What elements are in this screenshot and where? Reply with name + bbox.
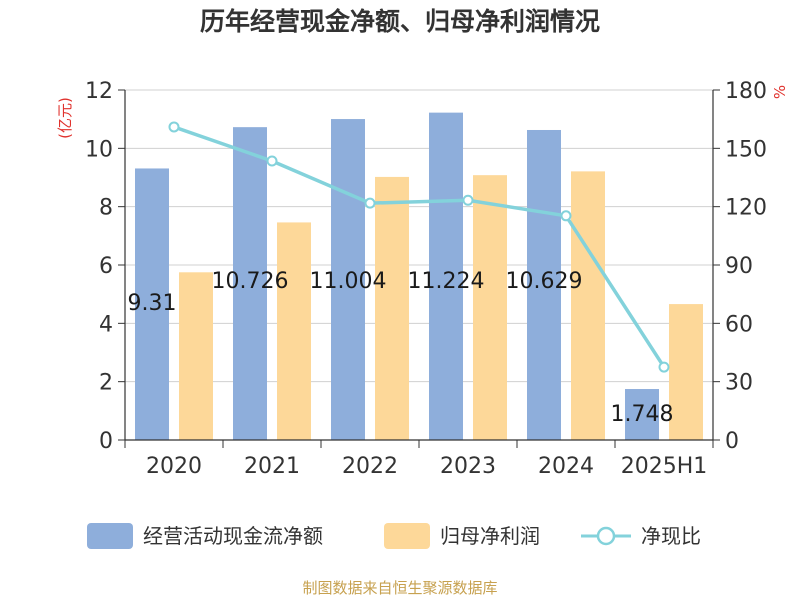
y-left-tick-label: 8	[99, 196, 113, 221]
ratio-point	[560, 210, 572, 222]
legend-marker-ratio	[596, 526, 616, 546]
x-tick-label: 2022	[342, 454, 398, 479]
y-right-tick-label: 60	[725, 312, 753, 337]
x-tick-label: 2023	[440, 454, 496, 479]
bar-cashflow	[233, 127, 267, 441]
legend-label-netprofit: 归母净利润	[440, 524, 540, 548]
bar-data-label: 9.31	[128, 291, 177, 316]
bar-cashflow	[527, 129, 561, 441]
bar-cashflow	[625, 389, 659, 440]
y-left-tick-label: 6	[99, 254, 113, 279]
axes	[118, 89, 720, 448]
ratio-point	[266, 155, 278, 167]
bar-data-label: 11.224	[408, 269, 485, 294]
ratio-point	[658, 361, 670, 373]
y-right-tick-label: 30	[725, 371, 753, 396]
y-left-tick-label: 0	[99, 429, 113, 454]
bar-data-label: 11.004	[310, 269, 387, 294]
y-left-tick-label: 2	[99, 371, 113, 396]
bar-netprofit	[473, 175, 507, 440]
legend: 经营活动现金流净额 归母净利润 净现比	[87, 523, 701, 549]
x-tick-label: 2021	[244, 454, 300, 479]
y-left-tick-label: 12	[85, 79, 113, 104]
bar-netprofit	[179, 272, 213, 440]
bar-data-label: 1.748	[611, 402, 674, 427]
x-tick-label: 2024	[538, 454, 594, 479]
ratio-point	[168, 121, 180, 133]
y-left-tick-label: 10	[85, 137, 113, 162]
ratio-point	[462, 194, 474, 206]
bar-netprofit	[571, 171, 605, 440]
legend-swatch-netprofit	[384, 523, 430, 549]
bar-data-label: 10.726	[212, 269, 289, 294]
bar-netprofit	[669, 304, 703, 440]
y-right-tick-label: 180	[725, 79, 767, 104]
bar-netprofit	[277, 222, 311, 440]
y-axis-left-label: (亿元)	[56, 97, 74, 139]
ratio-point	[364, 197, 376, 209]
ratio-line	[168, 121, 670, 373]
y-axis-right-label: %	[771, 85, 789, 99]
bar-cashflow	[429, 112, 463, 440]
source-note: 制图数据来自恒生聚源数据库	[302, 579, 497, 597]
data-labels: 9.31 10.726 11.004 11.224 10.629 1.748	[128, 269, 674, 427]
y-left-tick-label: 4	[99, 312, 113, 337]
y-right-tick-label: 90	[725, 254, 753, 279]
y-right-tick-label: 0	[725, 429, 739, 454]
bar-data-label: 10.629	[506, 269, 583, 294]
bar-cashflow	[331, 119, 365, 441]
x-tick-label: 2020	[146, 454, 202, 479]
ratio-line-path	[173, 125, 666, 369]
y-right-tick-label: 120	[725, 196, 767, 221]
bar-netprofit	[375, 176, 409, 440]
gridlines	[125, 89, 713, 383]
legend-label-cashflow: 经营活动现金流净额	[143, 524, 323, 548]
legend-label-ratio: 净现比	[641, 524, 701, 548]
y-right-tick-label: 150	[725, 137, 767, 162]
chart-title: 历年经营现金净额、归母净利润情况	[200, 7, 600, 36]
legend-swatch-cashflow	[87, 523, 133, 549]
bar-cashflow	[135, 168, 169, 441]
x-tick-label: 2025H1	[621, 454, 708, 479]
bars	[135, 112, 703, 441]
